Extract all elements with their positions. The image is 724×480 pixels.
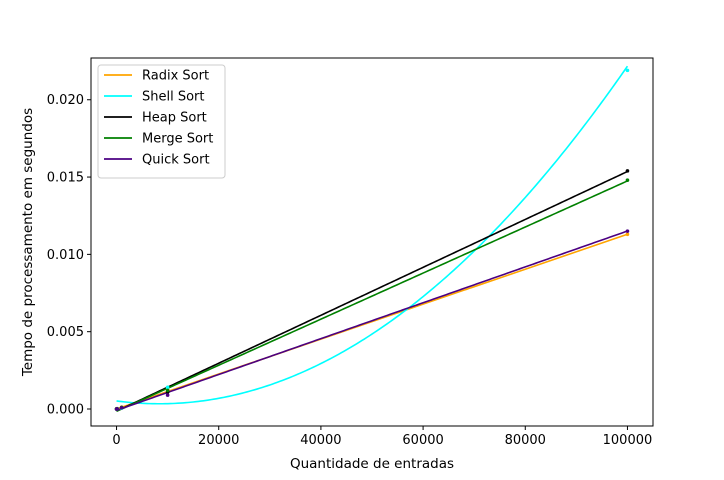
data-point-radix-sort — [626, 232, 630, 236]
x-tick-label: 20000 — [198, 433, 239, 448]
data-point-quick-sort — [626, 229, 630, 233]
legend-label: Radix Sort — [142, 69, 209, 84]
y-tick-label: 0.000 — [47, 402, 84, 417]
data-point-quick-sort — [120, 406, 124, 410]
legend: Radix Sort Shell Sort Heap Sort Merge Sort Q… — [98, 65, 225, 178]
x-axis-label: Quantidade de entradas — [290, 456, 454, 472]
y-axis: 0.000 0.005 0.010 0.015 0.020 — [47, 93, 91, 417]
data-point-shell-sort — [166, 386, 170, 390]
y-tick-label: 0.005 — [47, 325, 84, 340]
x-tick-label: 100000 — [603, 433, 653, 448]
data-point-merge-sort — [166, 389, 170, 393]
x-axis: 0 20000 40000 60000 80000 100000 — [112, 426, 652, 448]
data-point-quick-sort — [115, 407, 119, 411]
data-point-shell-sort — [626, 69, 630, 73]
legend-label: Heap Sort — [142, 111, 207, 126]
data-point-merge-sort — [626, 178, 630, 182]
y-axis-label: Tempo de processamento em segundos — [20, 108, 36, 377]
legend-label: Shell Sort — [142, 90, 205, 105]
legend-label: Quick Sort — [142, 153, 210, 168]
x-tick-label: 40000 — [300, 433, 341, 448]
x-tick-label: 60000 — [402, 433, 443, 448]
y-tick-label: 0.010 — [47, 248, 84, 263]
y-tick-label: 0.015 — [47, 171, 84, 186]
legend-label: Merge Sort — [142, 132, 213, 147]
x-tick-label: 80000 — [505, 433, 546, 448]
data-point-quick-sort — [166, 393, 170, 397]
y-tick-label: 0.020 — [47, 93, 84, 108]
x-tick-label: 0 — [112, 433, 120, 448]
data-point-heap-sort — [626, 169, 630, 173]
